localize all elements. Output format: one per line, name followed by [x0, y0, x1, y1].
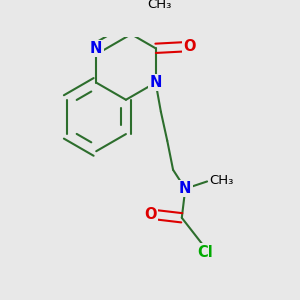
Text: CH₃: CH₃	[147, 0, 172, 11]
Text: CH₃: CH₃	[209, 174, 233, 188]
Text: O: O	[144, 207, 157, 222]
Text: O: O	[183, 39, 196, 54]
Text: Cl: Cl	[197, 244, 213, 260]
Text: N: N	[179, 181, 191, 196]
Text: N: N	[90, 41, 102, 56]
Text: N: N	[149, 75, 162, 90]
